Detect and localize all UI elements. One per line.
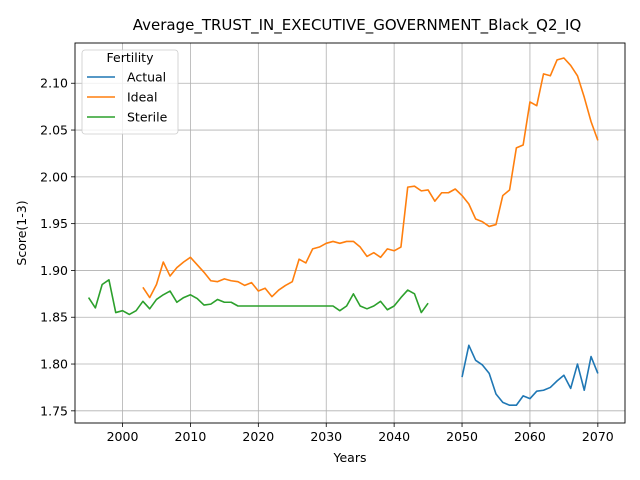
x-tick-label: 2000 [107, 429, 139, 444]
y-tick-label: 2.05 [40, 123, 68, 138]
series-lines [87, 57, 599, 407]
x-tick-label: 2020 [242, 429, 274, 444]
series-line-actual [461, 344, 599, 407]
y-tick-label: 1.85 [40, 310, 68, 325]
legend: Fertility Actual Ideal Sterile [81, 49, 179, 135]
legend-box [81, 49, 179, 135]
y-axis: 1.75 1.80 1.85 1.90 1.95 2.00 2.05 2.10 [40, 76, 75, 418]
x-axis-label: Years [333, 450, 367, 465]
x-axis: 2000 2010 2020 2030 2040 2050 2060 2070 [107, 423, 614, 444]
y-tick-label: 1.75 [40, 403, 68, 418]
series-line-ideal [142, 57, 599, 299]
x-tick-label: 2010 [175, 429, 207, 444]
x-tick-label: 2070 [582, 429, 614, 444]
legend-title: Fertility [107, 50, 155, 65]
legend-label-actual: Actual [127, 70, 166, 85]
y-tick-label: 1.90 [40, 263, 68, 278]
x-tick-label: 2030 [310, 429, 342, 444]
y-tick-label: 2.00 [40, 169, 68, 184]
y-tick-label: 1.95 [40, 216, 68, 231]
y-tick-label: 2.10 [40, 76, 68, 91]
series-line-sterile [87, 278, 429, 316]
legend-label-sterile: Sterile [127, 110, 168, 125]
x-tick-label: 2040 [378, 429, 410, 444]
x-tick-label: 2060 [514, 429, 546, 444]
x-tick-label: 2050 [446, 429, 478, 444]
y-tick-label: 1.80 [40, 357, 68, 372]
plot-frame [74, 42, 626, 424]
chart-title: Average_TRUST_IN_EXECUTIVE_GOVERNMENT_Bl… [133, 16, 582, 35]
y-axis-label: Score(1-3) [14, 200, 29, 265]
legend-label-ideal: Ideal [127, 90, 157, 105]
